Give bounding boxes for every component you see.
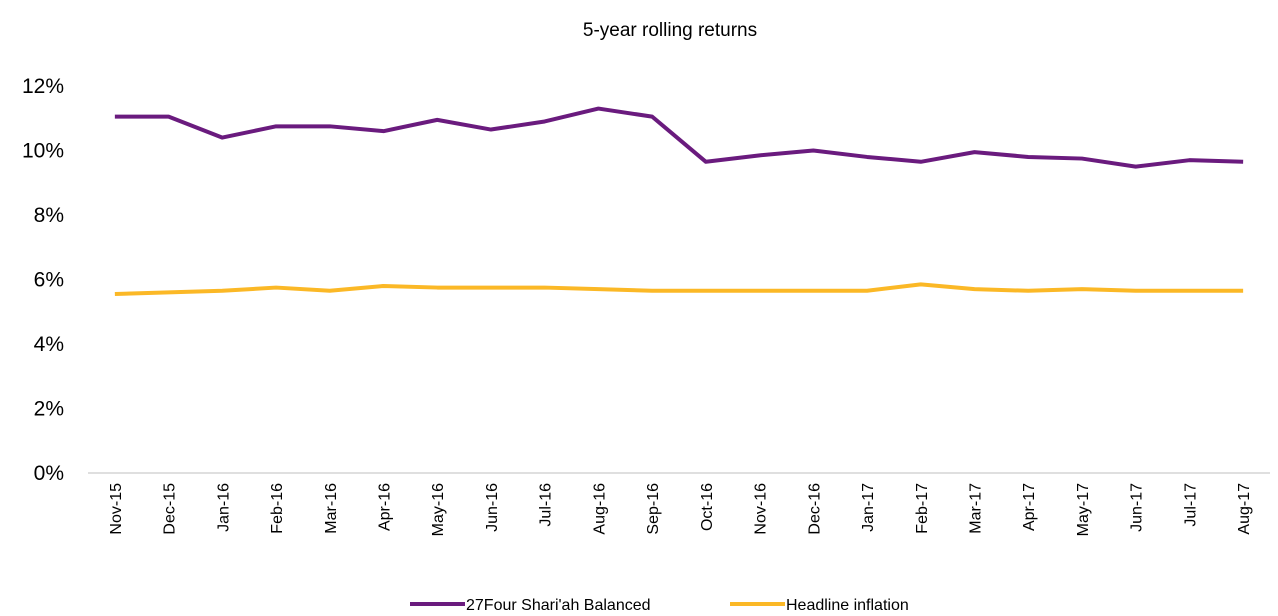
x-tick-label: Aug-17 bbox=[1236, 483, 1253, 535]
x-tick-label: Apr-17 bbox=[1021, 483, 1038, 531]
legend-label: Headline inflation bbox=[786, 597, 909, 614]
x-tick-label: Mar-17 bbox=[968, 483, 985, 534]
x-tick-label: May-16 bbox=[430, 483, 447, 536]
x-tick-label: Feb-17 bbox=[914, 483, 931, 534]
x-tick-label: Jan-17 bbox=[860, 483, 877, 532]
x-tick-label: Apr-16 bbox=[377, 483, 394, 531]
y-tick-label: 10% bbox=[22, 140, 64, 163]
x-tick-label: Jun-17 bbox=[1129, 483, 1146, 532]
series-line bbox=[114, 282, 1244, 297]
x-tick-label: Oct-16 bbox=[699, 483, 716, 531]
x-tick-label: Nov-15 bbox=[108, 483, 125, 535]
chart-title: 5-year rolling returns bbox=[583, 20, 757, 41]
x-tick-label: Jan-16 bbox=[215, 483, 232, 532]
y-tick-label: 2% bbox=[34, 398, 64, 421]
x-tick-label: Dec-16 bbox=[806, 483, 823, 535]
legend-label: 27Four Shari'ah Balanced bbox=[466, 597, 651, 614]
x-tick-label: Jun-16 bbox=[484, 483, 501, 532]
y-tick-label: 0% bbox=[34, 462, 64, 485]
y-tick-label: 8% bbox=[34, 204, 64, 227]
series-line bbox=[114, 106, 1244, 169]
x-tick-label: Sep-16 bbox=[645, 483, 662, 535]
x-tick-label: May-17 bbox=[1075, 483, 1092, 536]
y-tick-label: 12% bbox=[22, 75, 64, 98]
x-tick-label: Nov-16 bbox=[753, 483, 770, 535]
x-tick-label: Aug-16 bbox=[591, 483, 608, 535]
x-tick-label: Feb-16 bbox=[269, 483, 286, 534]
x-tick-label: Mar-16 bbox=[323, 483, 340, 534]
y-tick-label: 4% bbox=[34, 333, 64, 356]
y-tick-label: 6% bbox=[34, 269, 64, 292]
x-tick-label: Dec-15 bbox=[162, 483, 179, 535]
x-tick-label: Jul-16 bbox=[538, 483, 555, 527]
x-tick-label: Jul-17 bbox=[1182, 483, 1199, 527]
